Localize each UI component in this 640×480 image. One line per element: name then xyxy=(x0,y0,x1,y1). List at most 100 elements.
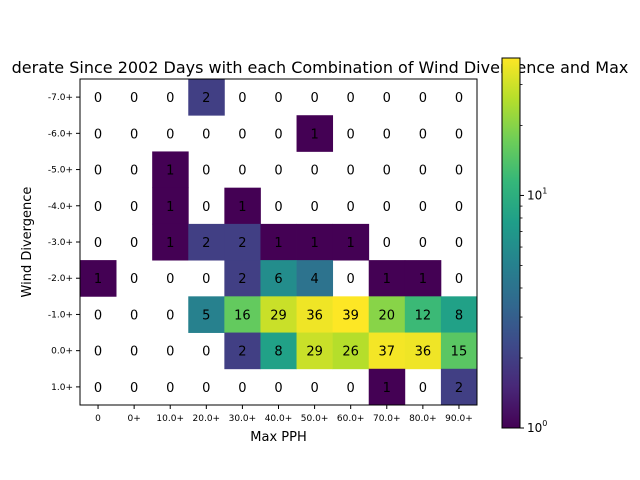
cell-value-label: 0 xyxy=(274,381,282,396)
cell-value-label: 0 xyxy=(94,91,102,106)
y-tick-label: -6.0+ xyxy=(48,129,73,139)
heatmap-cell xyxy=(332,332,370,370)
chart-title: derate Since 2002 Days with each Combina… xyxy=(12,58,629,77)
colorbar xyxy=(501,57,521,429)
cell-value-label: 1 xyxy=(166,236,174,251)
cell-value-label: 1 xyxy=(310,127,318,142)
cell-value-label: 0 xyxy=(419,164,427,179)
cell-value-label: 0 xyxy=(383,236,391,251)
y-tick-label: -5.0+ xyxy=(48,166,73,176)
cell-value-label: 2 xyxy=(455,381,463,396)
cell-value-label: 0 xyxy=(166,381,174,396)
cell-value-label: 37 xyxy=(378,345,395,360)
heatmap-cell xyxy=(440,332,478,370)
cell-value-label: 0 xyxy=(383,200,391,215)
cell-value-label: 16 xyxy=(234,308,251,323)
cell-value-label: 0 xyxy=(274,164,282,179)
y-tick-label: 1.0+ xyxy=(51,383,73,393)
cell-value-label: 0 xyxy=(130,272,138,287)
cell-value-label: 0 xyxy=(166,308,174,323)
cell-value-label: 0 xyxy=(347,127,355,142)
cell-value-label: 0 xyxy=(274,91,282,106)
cell-value-label: 20 xyxy=(378,308,395,323)
cell-value-label: 0 xyxy=(455,200,463,215)
cell-value-label: 0 xyxy=(238,91,246,106)
y-tick-label: -1.0+ xyxy=(48,310,73,320)
x-tick-label: 20.0+ xyxy=(193,414,221,424)
cell-value-label: 0 xyxy=(202,272,210,287)
heatmap-cell xyxy=(368,260,406,297)
cell-value-label: 0 xyxy=(455,127,463,142)
cell-value-label: 0 xyxy=(347,272,355,287)
heatmap-cell xyxy=(224,187,261,225)
x-tick-label: 80.0+ xyxy=(409,414,437,424)
x-tick-label: 0+ xyxy=(127,414,140,424)
cell-value-label: 8 xyxy=(455,308,463,323)
cell-value-label: 0 xyxy=(274,127,282,142)
x-tick-label: 40.0+ xyxy=(265,414,293,424)
heatmap-cell xyxy=(188,79,225,116)
heatmap-cell xyxy=(332,223,370,261)
cell-value-label: 1 xyxy=(166,200,174,215)
cell-value-label: 0 xyxy=(455,164,463,179)
cell-value-label: 4 xyxy=(310,272,318,287)
cell-value-label: 0 xyxy=(347,164,355,179)
cell-value-label: 0 xyxy=(130,308,138,323)
cell-value-label: 0 xyxy=(419,236,427,251)
cell-value-label: 2 xyxy=(202,236,210,251)
cell-value-label: 0 xyxy=(383,91,391,106)
cell-value-label: 0 xyxy=(455,272,463,287)
x-tick-label: 0 xyxy=(95,414,101,424)
x-tick-label: 60.0+ xyxy=(337,414,365,424)
y-tick-label: -4.0+ xyxy=(48,202,73,212)
heatmap-cell xyxy=(224,296,261,333)
cell-value-label: 0 xyxy=(202,200,210,215)
cell-value-label: 2 xyxy=(238,345,246,360)
heatmap-cell xyxy=(260,260,297,297)
cell-value-label: 0 xyxy=(419,91,427,106)
cell-value-label: 0 xyxy=(347,91,355,106)
cell-value-label: 1 xyxy=(383,381,391,396)
heatmap-cell-labels: 0 0 0 2 0 0 0 0 0 0 00 0 0 0 0 0 1 0 0 0 00 0 1 0 0 0 0 0 0 0 00 0 1 0 1 0 0… xyxy=(94,91,467,396)
cell-value-label: 0 xyxy=(310,381,318,396)
cell-value-label: 0 xyxy=(202,381,210,396)
x-tick-label: 70.0+ xyxy=(373,414,401,424)
y-tick-label: -2.0+ xyxy=(48,274,73,284)
cell-value-label: 1 xyxy=(94,272,102,287)
cell-value-label: 0 xyxy=(166,272,174,287)
heatmap-cell xyxy=(296,115,334,152)
cell-value-label: 2 xyxy=(238,272,246,287)
y-axis-ticks: -7.0+ -6.0+ -5.0+ -4.0+ -3.0+ -2.0+ -1.0+ 0.0+ 1… xyxy=(48,93,80,393)
cell-value-label: 0 xyxy=(347,200,355,215)
heatmap-cell xyxy=(404,260,442,297)
heatmap-cell xyxy=(260,223,297,261)
colorbar-ticks: 100 101 xyxy=(520,84,547,435)
cell-value-label: 0 xyxy=(130,345,138,360)
cell-value-label: 1 xyxy=(238,200,246,215)
heatmap-cell xyxy=(296,332,334,370)
cell-value-label: 0 xyxy=(310,164,318,179)
heatmap-cell xyxy=(296,296,334,333)
cell-value-label: 0 xyxy=(347,381,355,396)
cell-value-label: 0 xyxy=(238,164,246,179)
x-tick-label: 30.0+ xyxy=(229,414,257,424)
heatmap-cell xyxy=(188,223,225,261)
cell-value-label: 6 xyxy=(274,272,282,287)
cell-value-label: 0 xyxy=(310,200,318,215)
cell-value-label: 0 xyxy=(166,91,174,106)
cell-value-label: 29 xyxy=(306,345,323,360)
cell-value-label: 0 xyxy=(419,200,427,215)
cell-value-label: 0 xyxy=(130,164,138,179)
cell-value-label: 0 xyxy=(94,236,102,251)
cell-value-label: 36 xyxy=(306,308,323,323)
cell-value-label: 0 xyxy=(383,127,391,142)
cell-value-label: 0 xyxy=(130,200,138,215)
heatmap-cell xyxy=(152,187,189,225)
cell-value-label: 1 xyxy=(274,236,282,251)
heatmap-cell xyxy=(260,332,297,370)
x-tick-label: 50.0+ xyxy=(301,414,329,424)
cell-value-label: 26 xyxy=(342,345,359,360)
heatmap-cell xyxy=(368,332,406,370)
cell-value-label: 5 xyxy=(202,308,210,323)
cell-value-label: 0 xyxy=(130,91,138,106)
